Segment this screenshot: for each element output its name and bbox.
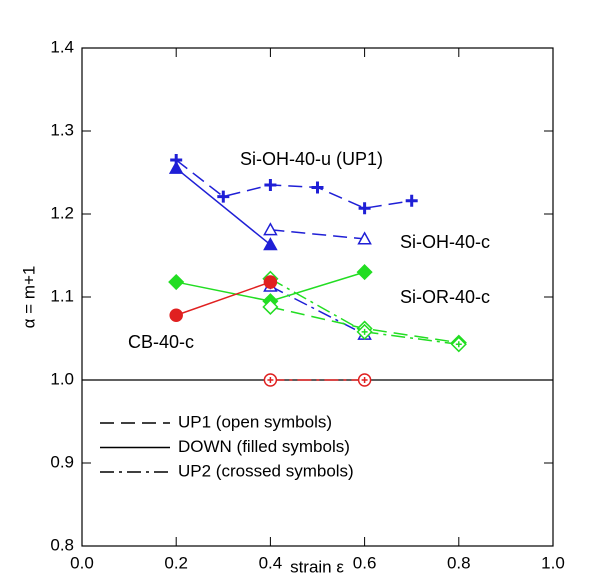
annotation: Si-OR-40-c (400, 287, 490, 307)
x-tick-label: 1.0 (541, 553, 565, 572)
y-tick-label: 0.9 (50, 452, 74, 471)
y-tick-label: 1.3 (50, 120, 74, 139)
y-tick-label: 0.8 (50, 535, 74, 554)
series-line (175, 167, 271, 246)
marker (311, 181, 324, 194)
marker (263, 275, 278, 289)
marker-cross (455, 341, 462, 348)
marker (262, 298, 279, 316)
x-tick-label: 0.6 (353, 553, 377, 572)
marker (356, 264, 373, 281)
marker (357, 231, 372, 245)
marker (168, 160, 184, 174)
marker (263, 237, 278, 251)
x-tick-label: 0.0 (70, 553, 94, 572)
y-axis-label: α = m+1 (19, 266, 38, 329)
marker (217, 190, 230, 203)
legend-label: UP2 (crossed symbols) (178, 461, 354, 480)
legend-label: DOWN (filled symbols) (178, 437, 350, 456)
y-tick-label: 1.4 (50, 37, 74, 56)
series-line (270, 285, 365, 336)
y-tick-label: 1.1 (50, 286, 74, 305)
marker-cross (361, 377, 368, 383)
marker (263, 222, 278, 236)
x-tick-label: 0.8 (447, 553, 471, 572)
marker (405, 194, 418, 207)
annotation: Si-OH-40-c (400, 232, 490, 252)
marker (168, 273, 185, 291)
marker (169, 308, 183, 323)
x-tick-label: 0.4 (259, 553, 283, 572)
marker (358, 202, 371, 215)
marker-cross (361, 328, 368, 335)
y-tick-label: 1.0 (50, 369, 74, 388)
y-tick-label: 1.2 (50, 203, 74, 222)
annotation: Si-OH-40-u (UP1) (240, 149, 383, 169)
series-line (175, 159, 412, 209)
marker (264, 178, 277, 191)
marker-cross (267, 377, 274, 383)
x-tick-label: 0.2 (164, 553, 188, 572)
annotation: CB-40-c (128, 332, 194, 352)
series-line (270, 229, 365, 240)
legend-label: UP1 (open symbols) (178, 412, 332, 431)
series-line (175, 281, 271, 316)
x-axis-label: strain ε (290, 557, 344, 576)
